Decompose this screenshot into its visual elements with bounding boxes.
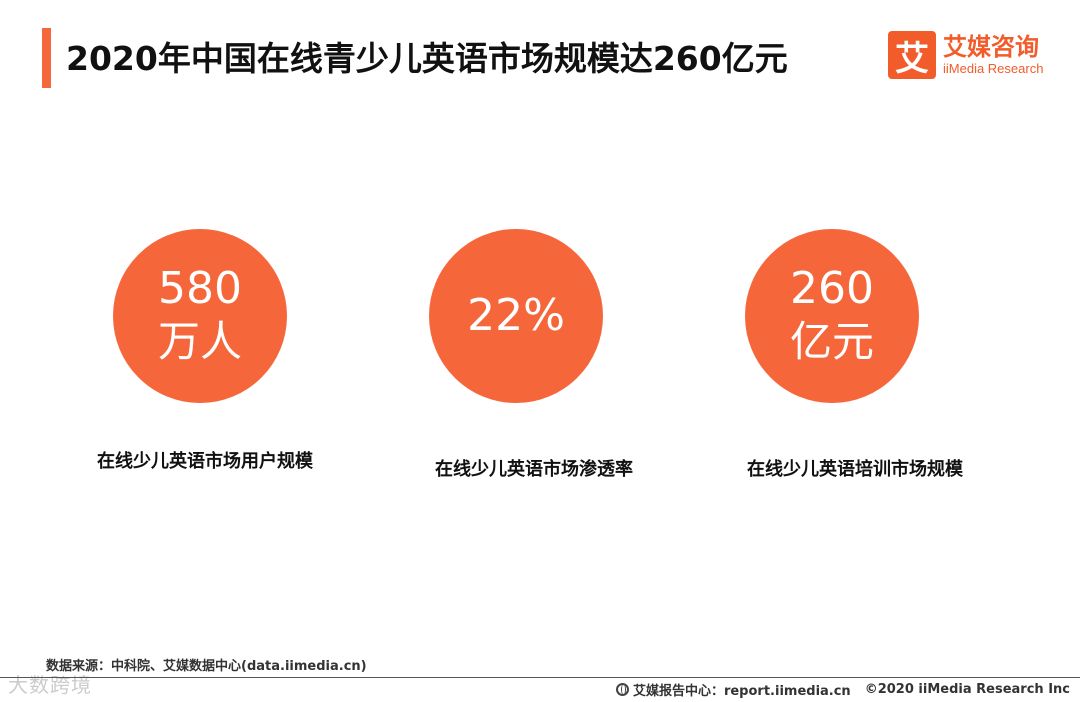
stat-unit: 万人	[157, 317, 242, 366]
footer-divider	[0, 677, 1080, 678]
footer: 艾媒报告中心：report.iimedia.cn ©2020 iiMedia R…	[615, 680, 1070, 699]
data-source: 数据来源：中科院、艾媒数据中心(data.iimedia.cn)	[46, 659, 367, 674]
page-title: 2020年中国在线青少儿英语市场规模达260亿元	[66, 39, 788, 78]
logo-text: 艾媒咨询 iiMedia Research	[943, 33, 1043, 77]
iimedia-logo: 艾 艾媒咨询 iiMedia Research	[888, 31, 1043, 79]
stat-unit: 亿元	[789, 317, 874, 366]
copyright: ©2020 iiMedia Research Inc	[864, 682, 1070, 697]
globe-icon	[615, 683, 629, 696]
stat-value: 580	[158, 263, 242, 314]
logo-mark: 艾	[888, 31, 936, 79]
stat-label-users: 在线少儿英语市场用户规模	[97, 451, 313, 472]
title-accent-bar	[42, 28, 51, 88]
stat-label-market-size: 在线少儿英语培训市场规模	[747, 459, 963, 480]
stat-circle-market-size: 260 亿元	[745, 229, 919, 403]
logo-cn-name: 艾媒咨询	[943, 33, 1039, 61]
report-center-link[interactable]: 艾媒报告中心：report.iimedia.cn	[632, 684, 851, 699]
logo-en-name: iiMedia Research	[943, 61, 1044, 76]
watermark: 大数跨境	[8, 673, 92, 697]
stat-value: 260	[790, 263, 874, 314]
stat-circle-users: 580 万人	[113, 229, 287, 403]
stat-label-penetration: 在线少儿英语市场渗透率	[435, 459, 633, 480]
stat-value: 22%	[467, 290, 565, 341]
stat-circle-penetration: 22%	[429, 229, 603, 403]
